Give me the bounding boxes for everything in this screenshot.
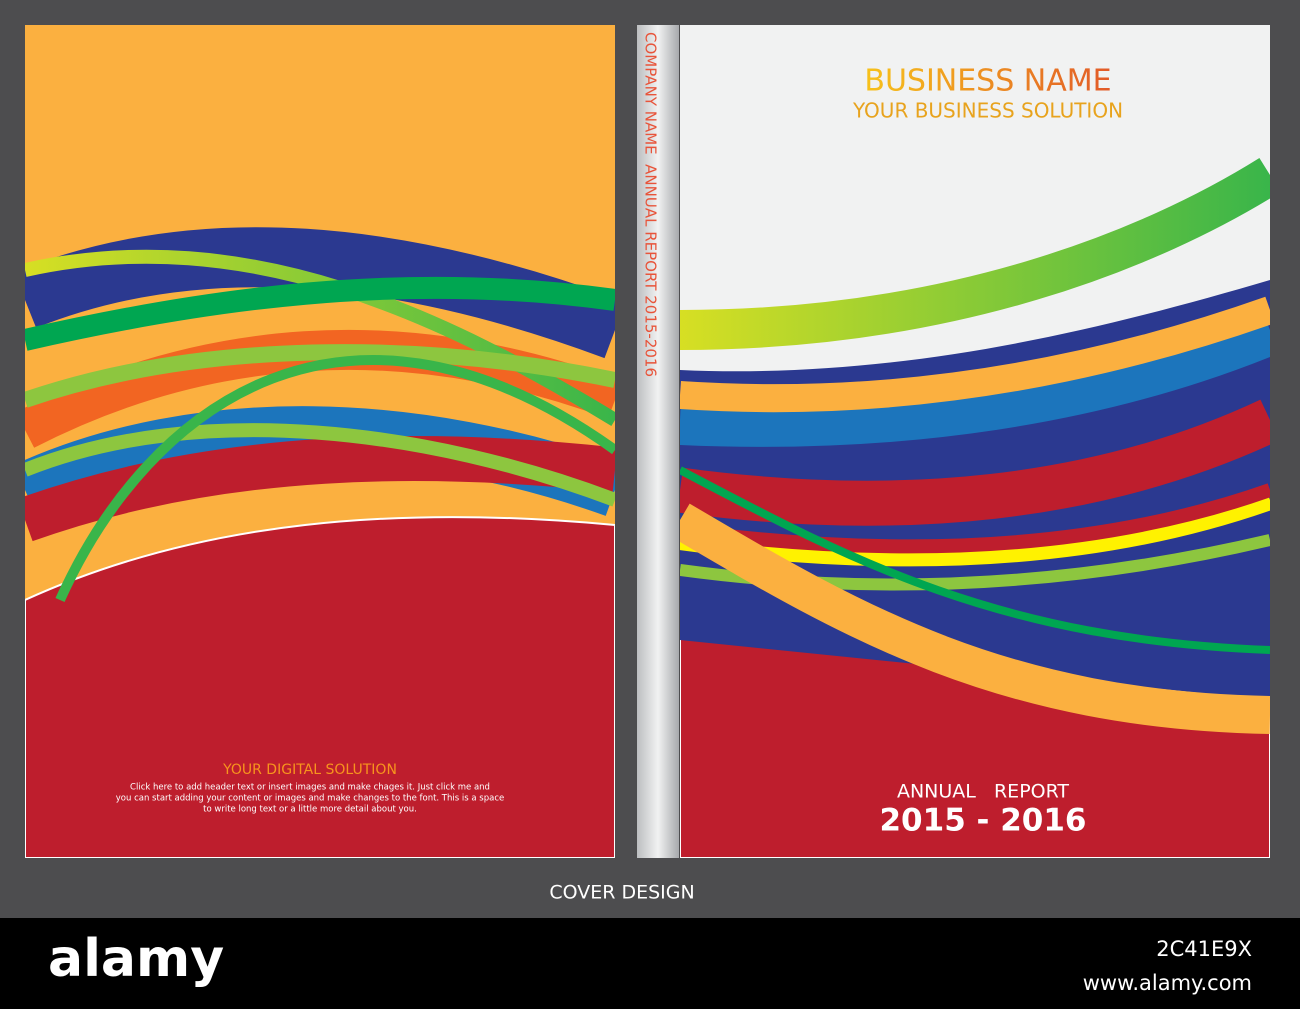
footer-url: www.alamy.com bbox=[1083, 971, 1252, 995]
back-body-line: to write long text or a little more deta… bbox=[203, 805, 417, 815]
footer-band bbox=[0, 918, 1300, 1009]
caption: COVER DESIGN bbox=[549, 882, 694, 904]
report-years: 2015 - 2016 bbox=[879, 803, 1086, 839]
spine bbox=[637, 25, 679, 858]
spine-text: COMPANY NAME ANNUAL REPORT 2015-2016 bbox=[642, 32, 660, 377]
footer-image-id: 2C41E9X bbox=[1156, 937, 1252, 961]
back-body-line: you can start adding your content or ima… bbox=[116, 794, 504, 804]
footer-brand: alamy bbox=[48, 929, 224, 989]
back-cover bbox=[25, 25, 615, 858]
front-subtitle: YOUR BUSINESS SOLUTION bbox=[852, 99, 1123, 123]
report-label: ANNUAL REPORT bbox=[897, 781, 1069, 803]
front-title: BUSINESS NAME bbox=[864, 64, 1111, 99]
back-body-line: Click here to add header text or insert … bbox=[130, 783, 490, 793]
front-cover bbox=[680, 25, 1270, 858]
back-heading: YOUR DIGITAL SOLUTION bbox=[222, 762, 397, 778]
